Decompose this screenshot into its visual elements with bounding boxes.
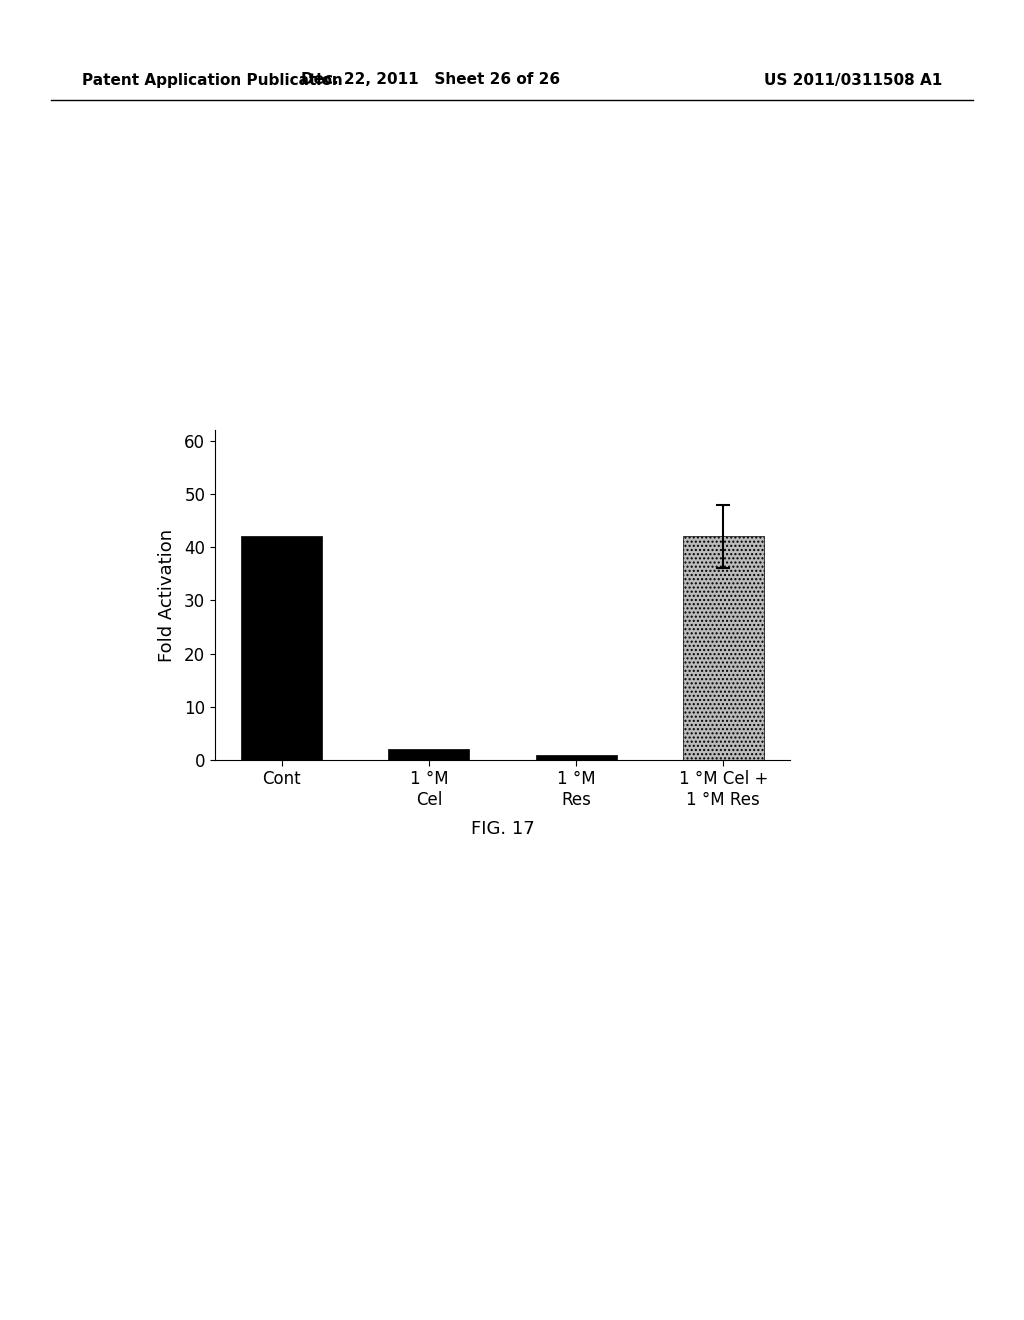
Bar [683,536,764,760]
Bar [536,755,616,760]
Bar [388,750,469,760]
Y-axis label: Fold Activation: Fold Activation [158,528,176,661]
Text: Patent Application Publication: Patent Application Publication [82,73,343,87]
Text: US 2011/0311508 A1: US 2011/0311508 A1 [764,73,942,87]
Bar [241,536,323,760]
Text: Dec. 22, 2011   Sheet 26 of 26: Dec. 22, 2011 Sheet 26 of 26 [300,73,560,87]
Text: FIG. 17: FIG. 17 [471,820,535,838]
